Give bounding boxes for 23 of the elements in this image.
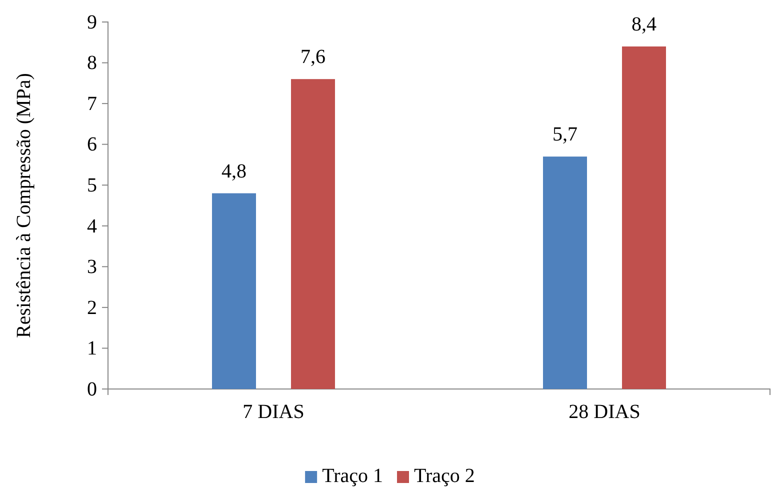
- data-label: 8,4: [632, 13, 656, 36]
- bar: [622, 46, 666, 389]
- y-tick-label: 6: [87, 134, 97, 156]
- y-tick-label: 7: [87, 92, 97, 115]
- data-label: 7,6: [300, 46, 326, 68]
- y-tick-label: 1: [87, 338, 97, 360]
- data-label: 4,8: [222, 160, 246, 182]
- legend-label: Traço 2: [414, 465, 475, 487]
- data-label: 5,7: [552, 124, 578, 146]
- x-tick-label: 28 DIAS: [568, 401, 640, 423]
- y-tick-label: 4: [87, 215, 97, 238]
- y-tick-label: 9: [87, 11, 97, 34]
- y-axis-title: Resistência à Compressão (MPa): [13, 73, 35, 338]
- x-tick-label: 7 DIAS: [242, 401, 304, 423]
- y-tick-label: 3: [87, 256, 97, 278]
- y-tick-label: 2: [87, 296, 97, 319]
- bar: [543, 156, 587, 389]
- bar: [291, 79, 335, 389]
- legend-label: Traço 1: [322, 465, 383, 487]
- y-tick-label: 8: [87, 52, 97, 74]
- y-tick-label: 0: [87, 378, 97, 400]
- bar: [212, 193, 256, 389]
- y-tick-label: 5: [87, 174, 97, 197]
